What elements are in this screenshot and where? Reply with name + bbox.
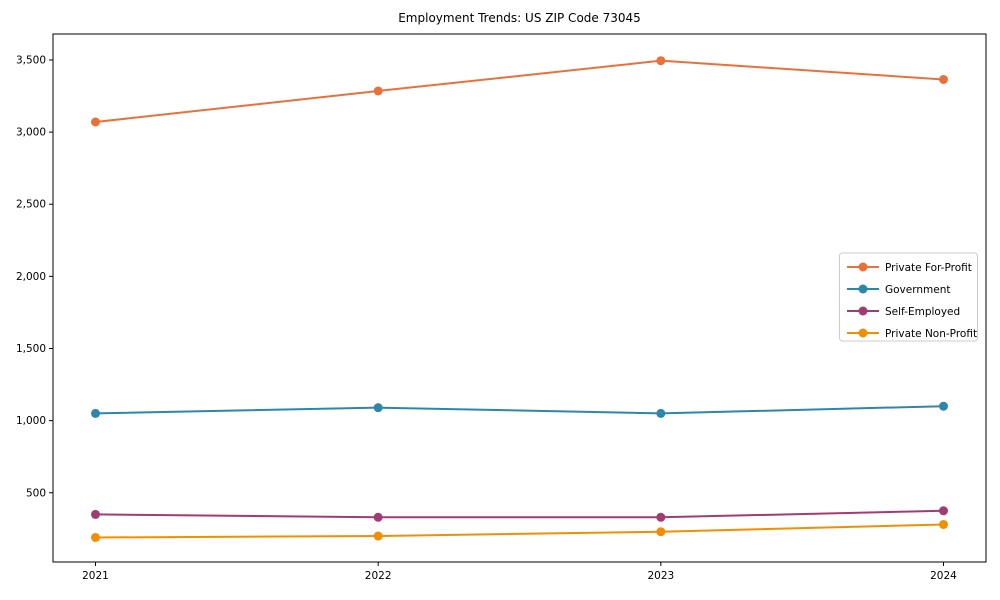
y-axis-tick-label: 500 [26, 487, 46, 499]
data-point-private-non-profit-2023 [656, 527, 666, 537]
legend-label: Government [885, 284, 950, 296]
legend-item-self-employed: Self-Employed [847, 306, 960, 318]
data-point-private-for-profit-2023 [656, 56, 666, 66]
y-axis-tick-label: 2,500 [16, 199, 46, 211]
data-point-private-for-profit-2022 [373, 86, 383, 96]
x-axis-tick-label: 2024 [930, 570, 957, 582]
y-axis-tick-label: 3,500 [16, 54, 46, 66]
x-axis-tick-label: 2022 [365, 570, 392, 582]
data-point-government-2022 [373, 403, 383, 413]
plot-area-border [52, 33, 987, 563]
legend-label: Private For-Profit [885, 262, 972, 274]
legend-marker-icon [858, 328, 868, 338]
data-point-private-non-profit-2022 [373, 531, 383, 541]
data-point-private-for-profit-2024 [939, 74, 948, 84]
legend-item-government: Government [847, 284, 950, 296]
y-axis-tick-label: 1,000 [16, 415, 46, 427]
series-line-government [95, 405, 944, 415]
data-point-self-employed-2024 [939, 506, 948, 516]
chart-title: Employment Trends: US ZIP Code 73045 [398, 11, 641, 25]
x-axis-tick-label: 2023 [647, 570, 674, 582]
legend-box [839, 252, 978, 342]
data-point-private-non-profit-2021 [91, 532, 100, 542]
series-line-self-employed [95, 509, 944, 519]
data-point-government-2023 [656, 408, 666, 418]
data-point-self-employed-2023 [656, 512, 666, 522]
data-point-government-2024 [939, 401, 948, 411]
legend-item-private-for-profit: Private For-Profit [847, 262, 972, 274]
series-line-private-non-profit [95, 523, 944, 539]
legend-item-private-non-profit: Private Non-Profit [847, 328, 977, 340]
y-axis-tick-label: 2,000 [16, 271, 46, 283]
data-point-government-2021 [91, 408, 100, 418]
legend-marker-icon [858, 306, 868, 316]
x-axis-tick-label: 2021 [82, 570, 109, 582]
data-point-self-employed-2021 [91, 509, 100, 519]
data-point-private-non-profit-2024 [939, 519, 948, 529]
legend-marker-icon [858, 284, 868, 294]
y-axis-tick-label: 3,000 [16, 127, 46, 139]
data-point-self-employed-2022 [373, 512, 383, 522]
legend-label: Private Non-Profit [885, 328, 977, 340]
legend: Private For-Profit Government Self-Employe… [839, 252, 978, 342]
y-axis-tick-label: 1,500 [16, 343, 46, 355]
legend-marker-icon [858, 262, 868, 272]
data-point-private-for-profit-2021 [91, 117, 100, 127]
legend-label: Self-Employed [885, 306, 960, 318]
series-line-private-for-profit [95, 59, 944, 123]
